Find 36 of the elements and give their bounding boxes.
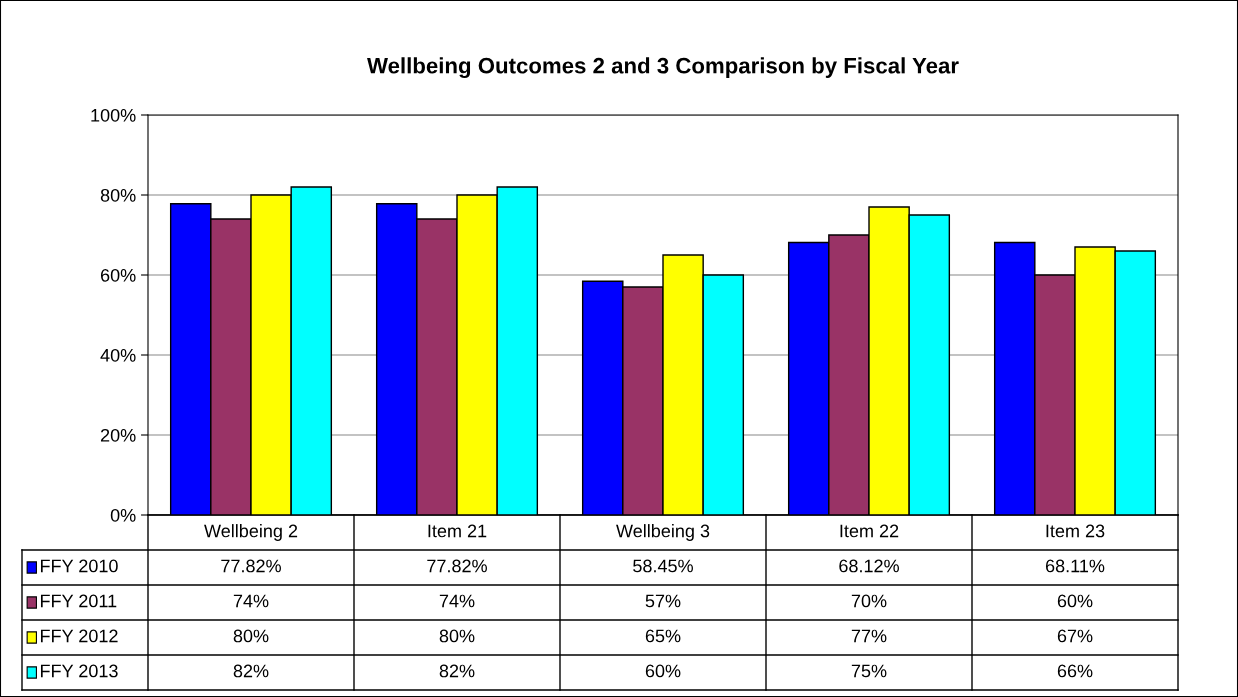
- data-label: 60%: [645, 664, 681, 678]
- data-label: 57%: [645, 594, 681, 608]
- data-label: 77.82%: [427, 559, 487, 573]
- data-label: 60%: [1057, 594, 1093, 608]
- legend-label: FFY 2010: [40, 559, 118, 573]
- data-label: 74%: [233, 594, 269, 608]
- x-tick-label: Item 21: [428, 524, 487, 538]
- x-tick-label: Item 22: [840, 524, 899, 538]
- data-label: 68.12%: [839, 559, 899, 573]
- data-label: 74%: [439, 594, 475, 608]
- data-label: 80%: [233, 629, 269, 643]
- data-label: 66%: [1057, 664, 1093, 678]
- data-label: 58.45%: [633, 559, 693, 573]
- data-label: 80%: [439, 629, 475, 643]
- data-label: 67%: [1057, 629, 1093, 643]
- data-label: 77%: [851, 629, 887, 643]
- x-tick-label: Wellbeing 2: [204, 524, 298, 541]
- y-tick-label: 20%: [100, 428, 136, 442]
- data-label: 65%: [645, 629, 681, 643]
- x-tick-label: Item 23: [1046, 524, 1105, 538]
- data-label: 77.82%: [221, 559, 281, 573]
- y-tick-label: 0%: [110, 508, 136, 522]
- legend-label: FFY 2012: [40, 629, 118, 643]
- chart-title: Wellbeing Outcomes 2 and 3 Comparison by Fiscal Year: [367, 57, 959, 79]
- legend-label: FFY 2011: [40, 594, 117, 608]
- y-tick-label: 80%: [100, 188, 136, 202]
- y-tick-label: 40%: [100, 348, 136, 362]
- data-label: 75%: [851, 664, 887, 678]
- data-label: 70%: [851, 594, 887, 608]
- y-tick-label: 100%: [91, 108, 136, 122]
- legend-label: FFY 2013: [40, 664, 118, 678]
- y-tick-label: 60%: [100, 268, 136, 282]
- data-label: 82%: [439, 664, 475, 678]
- x-tick-label: Wellbeing 3: [616, 524, 710, 541]
- data-label: 68.11%: [1045, 559, 1105, 573]
- data-label: 82%: [233, 664, 269, 678]
